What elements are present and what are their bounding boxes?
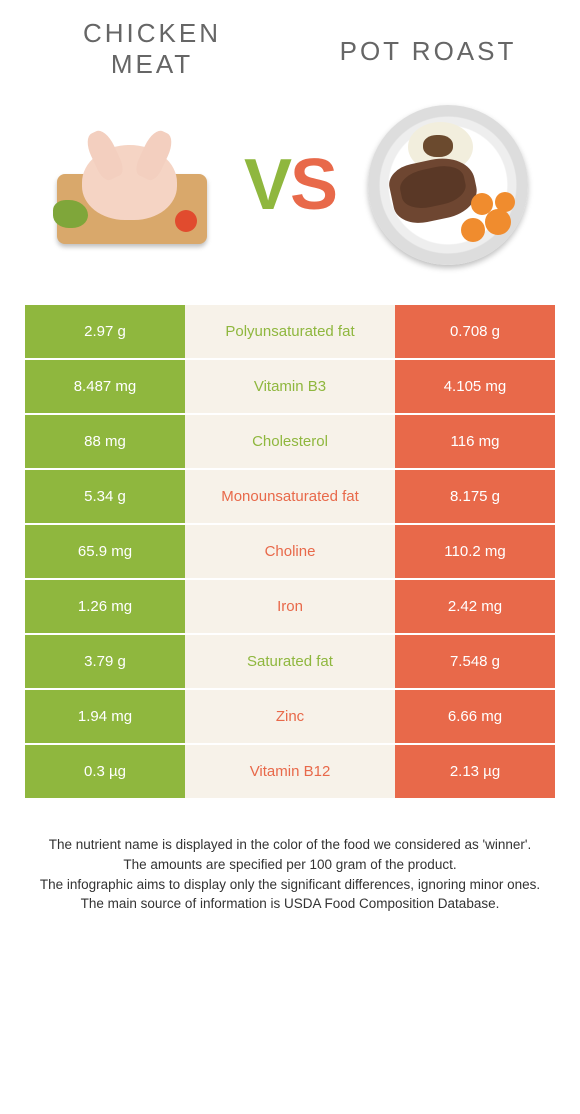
value-right: 2.13 µg [395, 745, 555, 798]
value-right: 110.2 mg [395, 525, 555, 578]
value-left: 88 mg [25, 415, 185, 468]
pot-roast-image [358, 100, 538, 270]
table-row: 65.9 mgCholine110.2 mg [25, 525, 555, 580]
nutrient-table: 2.97 gPolyunsaturated fat0.708 g8.487 mg… [25, 305, 555, 800]
value-right: 7.548 g [395, 635, 555, 688]
value-right: 8.175 g [395, 470, 555, 523]
value-left: 8.487 mg [25, 360, 185, 413]
table-row: 5.34 gMonounsaturated fat8.175 g [25, 470, 555, 525]
table-row: 1.26 mgIron2.42 mg [25, 580, 555, 635]
vs-s: S [290, 145, 336, 225]
nutrient-name: Zinc [185, 690, 395, 743]
table-row: 3.79 gSaturated fat7.548 g [25, 635, 555, 690]
vs-v: V [244, 145, 290, 225]
nutrient-name: Cholesterol [185, 415, 395, 468]
title-right: Pot Roast [328, 36, 528, 67]
nutrient-name: Saturated fat [185, 635, 395, 688]
nutrient-name: Polyunsaturated fat [185, 305, 395, 358]
value-right: 6.66 mg [395, 690, 555, 743]
table-row: 1.94 mgZinc6.66 mg [25, 690, 555, 745]
value-left: 0.3 µg [25, 745, 185, 798]
table-row: 88 mgCholesterol116 mg [25, 415, 555, 470]
nutrient-name: Monounsaturated fat [185, 470, 395, 523]
footer-line: The amounts are specified per 100 gram o… [20, 855, 560, 875]
footer-notes: The nutrient name is displayed in the co… [12, 835, 568, 913]
value-left: 1.26 mg [25, 580, 185, 633]
table-row: 0.3 µgVitamin B122.13 µg [25, 745, 555, 800]
header: Chicken meat Pot Roast [12, 18, 568, 80]
value-right: 4.105 mg [395, 360, 555, 413]
value-left: 1.94 mg [25, 690, 185, 743]
footer-line: The nutrient name is displayed in the co… [20, 835, 560, 855]
table-row: 8.487 mgVitamin B34.105 mg [25, 360, 555, 415]
nutrient-name: Choline [185, 525, 395, 578]
value-left: 2.97 g [25, 305, 185, 358]
nutrient-name: Vitamin B12 [185, 745, 395, 798]
value-right: 2.42 mg [395, 580, 555, 633]
vs-label: VS [244, 144, 336, 226]
value-left: 3.79 g [25, 635, 185, 688]
value-left: 5.34 g [25, 470, 185, 523]
chicken-image [42, 100, 222, 270]
nutrient-name: Vitamin B3 [185, 360, 395, 413]
hero-row: VS [12, 90, 568, 280]
table-row: 2.97 gPolyunsaturated fat0.708 g [25, 305, 555, 360]
nutrient-name: Iron [185, 580, 395, 633]
footer-line: The main source of information is USDA F… [20, 894, 560, 914]
value-right: 116 mg [395, 415, 555, 468]
value-left: 65.9 mg [25, 525, 185, 578]
title-left: Chicken meat [52, 18, 252, 80]
value-right: 0.708 g [395, 305, 555, 358]
footer-line: The infographic aims to display only the… [20, 875, 560, 895]
